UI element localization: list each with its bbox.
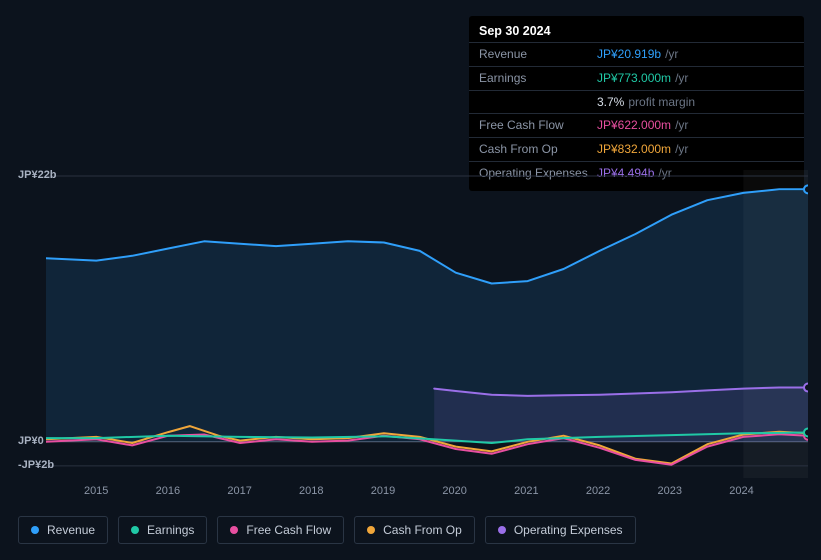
tooltip-value: 3.7%profit margin xyxy=(597,94,695,111)
tooltip-label: Cash From Op xyxy=(479,141,597,158)
tooltip-label xyxy=(479,94,597,111)
x-tick-label: 2017 xyxy=(227,485,251,497)
tooltip-row: Free Cash FlowJP¥622.000m/yr xyxy=(469,113,804,137)
x-tick-label: 2015 xyxy=(84,485,108,497)
tooltip-label: Free Cash Flow xyxy=(479,117,597,134)
legend-item[interactable]: Revenue xyxy=(18,516,108,544)
legend-dot-icon xyxy=(367,526,375,534)
legend-label: Earnings xyxy=(147,523,194,537)
legend-label: Cash From Op xyxy=(383,523,462,537)
legend-item[interactable]: Operating Expenses xyxy=(485,516,636,544)
tooltip-label: Earnings xyxy=(479,70,597,87)
tooltip-value: JP¥622.000m/yr xyxy=(597,117,688,134)
tooltip-date: Sep 30 2024 xyxy=(469,22,804,42)
x-tick-label: 2020 xyxy=(442,485,466,497)
financials-chart[interactable]: JP¥22bJP¥0-JP¥2b xyxy=(18,158,808,478)
x-tick-label: 2016 xyxy=(156,485,180,497)
legend-item[interactable]: Earnings xyxy=(118,516,207,544)
legend-dot-icon xyxy=(131,526,139,534)
tooltip-value: JP¥832.000m/yr xyxy=(597,141,688,158)
x-tick-label: 2024 xyxy=(729,485,753,497)
tooltip-row: EarningsJP¥773.000m/yr xyxy=(469,66,804,90)
x-tick-label: 2019 xyxy=(371,485,395,497)
x-tick-label: 2023 xyxy=(658,485,682,497)
legend-label: Operating Expenses xyxy=(514,523,623,537)
legend-dot-icon xyxy=(230,526,238,534)
legend-item[interactable]: Cash From Op xyxy=(354,516,475,544)
x-tick-label: 2021 xyxy=(514,485,538,497)
legend-item[interactable]: Free Cash Flow xyxy=(217,516,344,544)
plot-area xyxy=(46,170,808,478)
legend-dot-icon xyxy=(31,526,39,534)
chart-legend: Revenue Earnings Free Cash Flow Cash From O… xyxy=(18,516,636,544)
legend-label: Revenue xyxy=(47,523,95,537)
tooltip-row: RevenueJP¥20.919b/yr xyxy=(469,42,804,66)
legend-dot-icon xyxy=(498,526,506,534)
x-tick-label: 2022 xyxy=(586,485,610,497)
tooltip-value: JP¥773.000m/yr xyxy=(597,70,688,87)
tooltip-row: 3.7%profit margin xyxy=(469,90,804,114)
tooltip-value: JP¥20.919b/yr xyxy=(597,46,678,63)
x-axis-labels: 2015 2016 2017 2018 2019 2020 2021 2022 2023 2024 xyxy=(46,485,803,499)
x-tick-label: 2018 xyxy=(299,485,323,497)
tooltip-label: Revenue xyxy=(479,46,597,63)
legend-label: Free Cash Flow xyxy=(246,523,331,537)
